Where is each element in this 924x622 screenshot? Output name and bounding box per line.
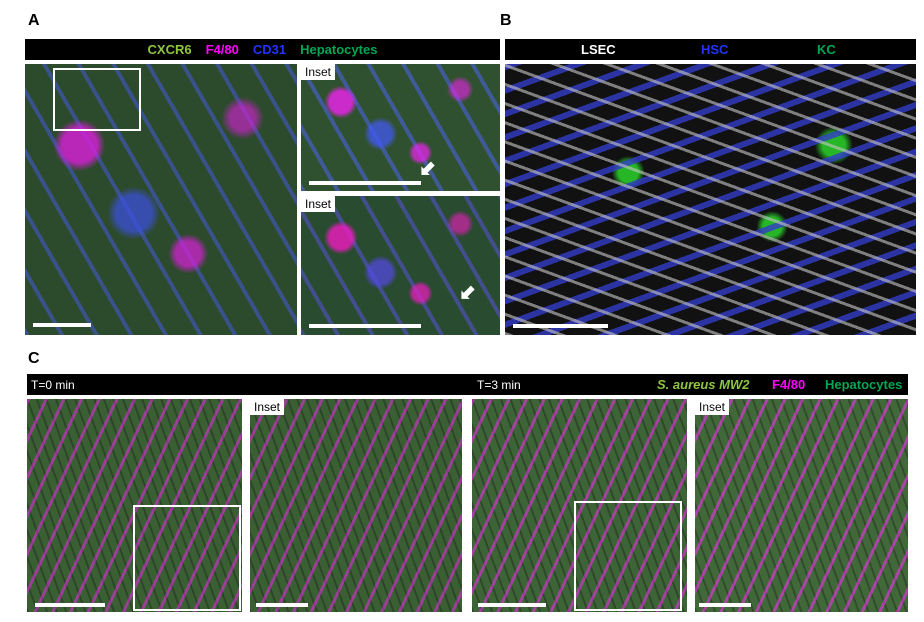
scale-bar [513,324,608,328]
legend-f480: F4/80 [772,377,806,392]
time-label-0: T=0 min [31,377,75,392]
inset-label: Inset [301,64,336,80]
panel-a-main-image [25,64,297,335]
panel-c-label: C [28,350,40,367]
panel-a-label: A [28,12,40,29]
legend-cxcr6: CXCR6 [147,42,192,57]
scale-bar [33,323,91,327]
panel-a-inset-2: Inset ⬋ [301,196,500,335]
scale-bar [699,603,751,607]
panel-a-legend-bar: CXCR6 F4/80 CD31 Hepatocytes [25,39,500,60]
panel-c-t0-image [27,399,242,612]
legend-hepatocytes: Hepatocytes [825,377,903,392]
legend-f480: F4/80 [205,42,239,57]
panel-c-legend-bar: T=0 min T=3 min S. aureus MW2 F4/80 Hepa… [27,374,908,395]
scale-bar [478,603,546,607]
legend-hsc: HSC [701,42,729,57]
panel-b-label: B [500,12,512,29]
legend-lsec: LSEC [581,42,616,57]
time-label-3: T=3 min [477,377,521,392]
scale-bar [35,603,105,607]
scale-bar [309,324,421,328]
inset-label: Inset [695,399,730,415]
arrow-icon: ⬋ [419,158,436,180]
inset-box [133,505,241,611]
inset-label: Inset [250,399,285,415]
panel-c-t3-inset: Inset [695,399,908,612]
legend-cd31: CD31 [252,42,287,57]
legend-hepatocytes: Hepatocytes [300,42,378,57]
legend-s-aureus: S. aureus MW2 [657,377,750,392]
arrow-icon: ⬋ [459,282,476,304]
panel-b-3d-render [505,64,916,335]
panel-c-t3-image [472,399,687,612]
scale-bar [256,603,308,607]
panel-c-t0-inset: Inset [250,399,462,612]
legend-kc: KC [817,42,836,57]
scale-bar [309,181,421,185]
inset-box [53,68,141,131]
panel-b-legend-bar: LSEC HSC KC [505,39,916,60]
panel-a-inset-1: Inset ⬋ [301,64,500,191]
inset-label: Inset [301,196,336,212]
inset-box [574,501,682,611]
